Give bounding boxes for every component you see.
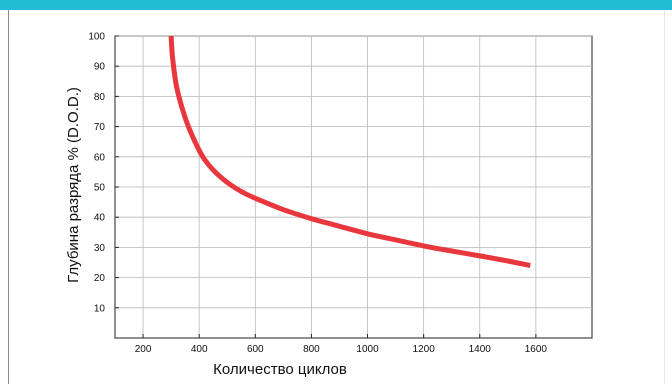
y-tick-label: 30	[94, 243, 106, 254]
dod-curve	[168, 35, 531, 268]
y-tick-label: 10	[94, 303, 106, 314]
right-divider	[664, 10, 665, 384]
series	[168, 35, 531, 268]
y-tick-label: 70	[94, 122, 106, 133]
y-tick-label: 90	[94, 62, 106, 73]
y-tick-labels: 10 20 30 40 50 60 70 80 90 100	[88, 32, 105, 315]
ticks	[115, 35, 537, 338]
left-divider	[8, 10, 9, 384]
x-tick-label: 1000	[356, 344, 379, 355]
y-tick-label: 100	[88, 32, 105, 43]
y-axis-title: Глубина разряда % (D.O.D.)	[65, 87, 82, 283]
y-tick-label: 40	[94, 213, 106, 224]
y-tick-label: 20	[94, 273, 106, 284]
header-accent-bar	[0, 0, 672, 10]
x-tick-label: 1400	[469, 344, 492, 355]
x-tick-label: 600	[247, 344, 264, 355]
grid	[115, 35, 592, 338]
y-tick-label: 80	[94, 92, 106, 103]
y-tick-label: 50	[94, 183, 106, 194]
x-tick-label: 400	[191, 344, 208, 355]
x-tick-label: 800	[303, 344, 320, 355]
x-tick-label: 1200	[413, 344, 436, 355]
x-tick-labels: 200 400 600 800 1000 1200 1400 1600	[135, 344, 548, 355]
y-tick-label: 60	[94, 152, 106, 163]
x-tick-label: 1600	[525, 344, 548, 355]
x-tick-label: 200	[135, 344, 152, 355]
x-axis-title: Количество циклов	[213, 361, 347, 378]
